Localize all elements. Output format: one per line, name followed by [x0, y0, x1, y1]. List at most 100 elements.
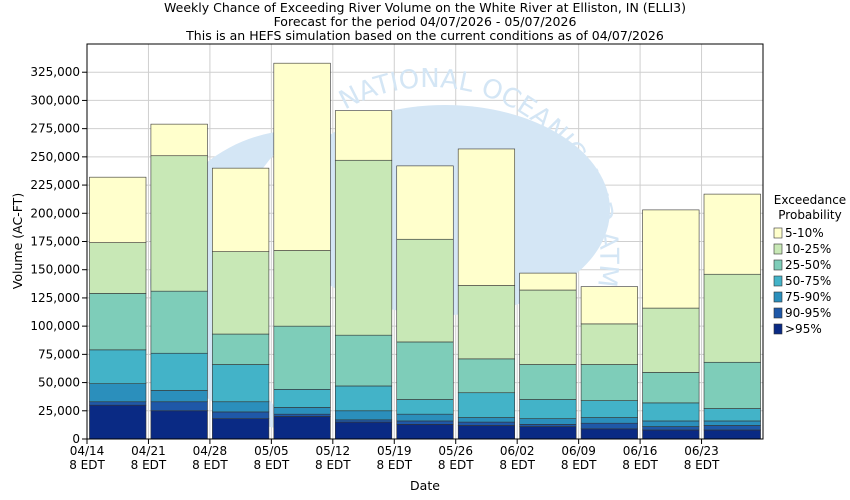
bar-stack — [396, 165, 454, 440]
y-tick-label: 0 — [72, 432, 80, 446]
bar-segment — [457, 392, 516, 418]
x-tick-sublabel: 8 EDT — [561, 458, 597, 472]
x-tick-label: 05/05 — [254, 444, 289, 458]
bar-stack — [642, 209, 700, 440]
legend-label: >95% — [785, 322, 822, 336]
bar-segment — [273, 389, 331, 408]
x-tick-label: 06/02 — [500, 444, 535, 458]
bar-segment — [273, 62, 331, 251]
bar-stack — [519, 272, 577, 440]
bar-segment — [580, 428, 638, 440]
chart-title-line-3: This is an HEFS simulation based on the … — [185, 28, 664, 43]
bar-stack — [273, 62, 331, 440]
legend-label: 90-95% — [785, 306, 831, 320]
bar-segment — [703, 408, 761, 422]
bars-layer — [89, 62, 761, 440]
bar-stack — [703, 193, 761, 440]
bar-stack — [212, 167, 270, 440]
bar-segment — [642, 429, 700, 440]
bar-segment — [273, 250, 331, 327]
y-axis-label: Volume (AC-FT) — [10, 193, 25, 289]
bar-segment — [89, 401, 147, 406]
bar-segment — [519, 272, 577, 291]
x-tick-label: 06/23 — [684, 444, 719, 458]
x-tick-label: 04/21 — [131, 444, 166, 458]
bar-segment — [396, 424, 454, 440]
bar-segment — [150, 401, 208, 412]
y-tick-label: 175,000 — [30, 235, 80, 249]
bar-segment — [150, 290, 208, 354]
bar-segment — [642, 209, 700, 309]
bar-segment — [273, 413, 331, 417]
bar-segment — [703, 429, 761, 440]
x-tick-label: 06/16 — [623, 444, 658, 458]
x-tick-sublabel: 8 EDT — [684, 458, 720, 472]
bar-segment — [150, 390, 208, 403]
x-axis-label: Date — [410, 478, 440, 493]
x-tick-sublabel: 8 EDT — [254, 458, 290, 472]
y-tick-label: 225,000 — [30, 178, 80, 192]
legend-swatch — [773, 243, 783, 255]
bar-segment — [212, 364, 270, 403]
bar-segment — [334, 334, 393, 387]
bar-segment — [519, 424, 577, 427]
bar-segment — [212, 167, 270, 252]
bar-segment — [642, 420, 700, 427]
y-tick-label: 150,000 — [30, 263, 80, 277]
bar-segment — [457, 285, 516, 360]
x-tick-label: 06/09 — [561, 444, 596, 458]
bar-segment — [212, 418, 270, 440]
bar-stack — [457, 148, 516, 440]
bar-segment — [273, 416, 331, 440]
bar-stack — [89, 176, 147, 440]
bar-segment — [580, 417, 638, 424]
x-tick-sublabel: 8 EDT — [69, 458, 105, 472]
chart-title-line-1: Weekly Chance of Exceeding River Volume … — [164, 0, 686, 15]
bar-segment — [519, 289, 577, 365]
bar-segment — [334, 385, 393, 412]
legend-item: 50-75% — [773, 274, 831, 288]
bar-segment — [89, 383, 147, 403]
bar-segment — [396, 413, 454, 422]
legend-swatch — [773, 227, 783, 239]
legend-label: 50-75% — [785, 274, 831, 288]
x-tick-label: 05/19 — [377, 444, 412, 458]
bar-segment — [457, 148, 516, 286]
legend-item: 25-50% — [773, 258, 831, 272]
legend-title-line-2: Probability — [778, 208, 841, 222]
bar-segment — [150, 155, 208, 292]
bar-segment — [703, 425, 761, 431]
bar-segment — [334, 421, 393, 440]
bar-segment — [396, 341, 454, 400]
x-tick-sublabel: 8 EDT — [315, 458, 351, 472]
legend-label: 10-25% — [785, 242, 831, 256]
x-tick-label: 05/26 — [438, 444, 473, 458]
legend-item: >95% — [773, 322, 822, 336]
bar-segment — [150, 352, 208, 391]
bar-segment — [703, 361, 761, 409]
bar-stack — [580, 286, 638, 440]
x-tick-sublabel: 8 EDT — [131, 458, 167, 472]
bar-segment — [580, 400, 638, 418]
bar-segment — [150, 123, 208, 157]
bar-segment — [334, 110, 393, 161]
bar-stack — [150, 123, 208, 440]
bar-segment — [642, 372, 700, 404]
legend-swatch — [773, 259, 783, 271]
bar-segment — [457, 421, 516, 426]
x-tick-label: 05/12 — [316, 444, 351, 458]
bar-segment — [212, 251, 270, 335]
bar-segment — [89, 242, 147, 294]
bar-segment — [642, 402, 700, 422]
bar-segment — [334, 419, 393, 423]
bar-segment — [396, 420, 454, 425]
bar-segment — [642, 307, 700, 373]
axes-layer: 0 25,000 50,000 75,000 100,000 125,000 150,000… — [30, 43, 764, 472]
bar-segment — [519, 364, 577, 400]
bar-segment — [457, 425, 516, 440]
bar-segment — [334, 159, 393, 336]
bar-segment — [334, 410, 393, 421]
y-tick-label: 125,000 — [30, 291, 80, 305]
bar-segment — [150, 410, 208, 440]
